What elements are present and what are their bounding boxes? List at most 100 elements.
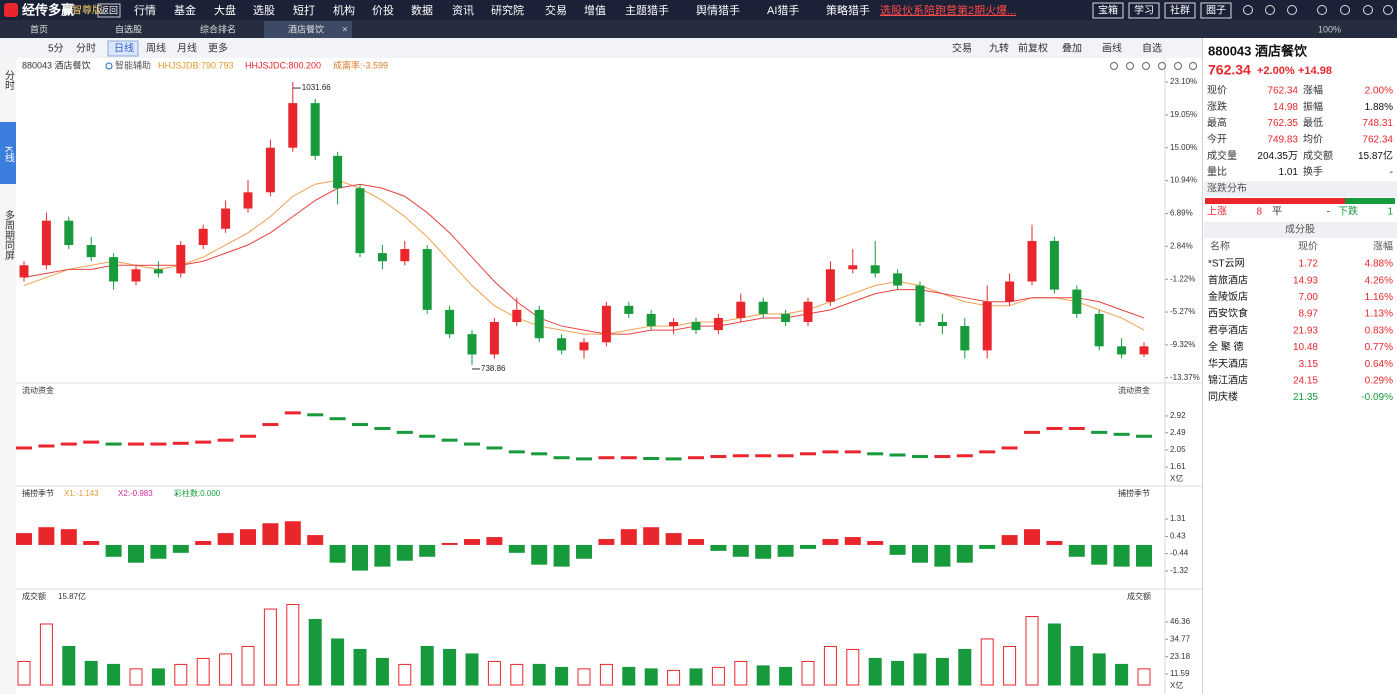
pane-icon[interactable] [1110,62,1118,70]
period[interactable]: 更多 [208,42,228,55]
volume-bar [331,638,345,686]
stock-price: 7.00 [1299,292,1319,303]
volume-bar [1137,668,1151,686]
assist-icon[interactable] [105,62,113,70]
window-icon[interactable] [1340,5,1350,15]
top-button[interactable]: 圈子 [1206,5,1226,17]
stock-name[interactable]: 首旅酒店 [1208,273,1248,286]
stock-name[interactable]: 华天酒店 [1208,357,1248,370]
stock-name[interactable]: 金陵饭店 [1208,290,1248,303]
pane-icon[interactable] [1158,62,1166,70]
y-tick-label: -1.22% [1170,274,1195,283]
promo-link[interactable]: 选股伙系陪跑营第2期火爆... [880,3,1016,17]
pane-icon[interactable] [1174,62,1182,70]
tool[interactable]: 自选 [1142,42,1162,55]
menu-item[interactable]: 策略猎手 [826,3,870,17]
menu-item[interactable]: 价投 [372,3,394,17]
menu-item[interactable]: 交易 [545,3,567,17]
oscillator-bar [1113,544,1130,567]
quote-label: 最高 [1207,116,1227,129]
menu-item[interactable]: 研究院 [491,3,524,17]
dist-label: 上涨 [1207,206,1227,218]
stock-change: 4.26% [1365,275,1393,286]
flow-mark [1068,426,1085,430]
period[interactable]: 5分 [48,43,64,55]
menu-item[interactable]: 主题猎手 [625,3,669,17]
window-icon[interactable] [1287,5,1297,15]
tool[interactable]: 交易 [952,42,972,55]
candle-body [736,301,746,318]
top-button[interactable]: 宝箱 [1098,4,1118,17]
tab[interactable]: 自选股 [115,23,142,34]
side-tab[interactable]: 分时 [3,70,15,90]
tool[interactable]: 画线 [1102,42,1122,55]
window-icon[interactable] [1317,5,1327,15]
pane-icon[interactable] [1126,62,1134,70]
window-icon[interactable] [1265,5,1275,15]
period[interactable]: 月线 [177,42,197,55]
tool[interactable]: 前复权 [1018,42,1048,55]
menu-item[interactable]: 选股 [253,4,275,17]
window-icon[interactable] [1243,5,1253,15]
volume-bar [779,666,793,686]
stock-name[interactable]: 锦江酒店 [1208,374,1248,387]
candle-body [713,317,723,331]
oscillator-bar [150,544,167,559]
y-tick-label: 2.92 [1170,411,1186,420]
pane-icon[interactable] [1142,62,1150,70]
flow-mark [643,456,660,460]
window-icon[interactable] [1383,5,1393,15]
tab[interactable]: 首页 [30,23,48,34]
quote-value: - [1390,167,1393,178]
side-tab[interactable]: K线 [3,146,15,163]
flow-mark [844,450,861,454]
candle-body [1094,313,1104,347]
stock-name[interactable]: 君亭酒店 [1208,323,1248,336]
menu-item[interactable]: 资讯 [452,4,474,17]
top-button[interactable]: 学习 [1134,4,1154,17]
flow-mark [374,426,391,430]
back-button[interactable]: 返回 [100,4,118,15]
pane-title: 捕捞季节 [22,488,54,498]
quote-value: 762.35 [1267,118,1298,129]
window-icon[interactable] [1363,5,1373,15]
period[interactable]: 周线 [146,42,166,55]
oscillator-bar [598,539,615,545]
flow-mark [105,442,122,446]
menu-item[interactable]: 舆情猎手 [696,3,740,17]
stock-name[interactable]: 同庆楼 [1208,390,1238,403]
stock-name[interactable]: 西安饮食 [1208,307,1248,320]
tab-close-icon[interactable]: × [342,25,348,36]
oscillator-bar [195,541,212,545]
menu-item[interactable]: 大盘 [214,3,236,17]
menu-item[interactable]: 短打 [293,3,315,17]
menu-item[interactable]: 基金 [174,3,196,17]
side-tab[interactable]: 多周期同屏 [3,209,15,261]
column-header: 涨幅 [1373,240,1393,253]
menu-item[interactable]: 行情 [134,4,156,17]
stock-name[interactable]: 全 聚 德 [1208,340,1244,353]
menu-item[interactable]: 机构 [333,3,355,17]
oscillator-bar [844,537,861,545]
flow-mark [419,434,436,438]
menu-item[interactable]: 数据 [411,3,433,17]
volume-bar [487,660,501,686]
menu-item[interactable]: 增值 [584,3,606,17]
top-button[interactable]: 社群 [1170,4,1190,17]
tool[interactable]: 九转 [989,42,1009,55]
tool[interactable]: 叠加 [1062,43,1082,55]
candle-body [400,249,410,262]
candle-body [288,103,298,148]
logo [4,3,18,17]
tab[interactable]: 综合排名 [200,23,236,34]
period[interactable]: 日线 [114,42,134,55]
candle-body [265,147,275,193]
menu-item[interactable]: AI猎手 [767,3,799,17]
pane-icon[interactable] [1189,62,1197,70]
period[interactable]: 分时 [76,43,96,55]
oscillator-bar [307,535,324,545]
moving-average [23,179,1145,335]
stock-name[interactable]: *ST云网 [1208,258,1245,270]
tab[interactable]: 酒店餐饮 [288,23,324,34]
y-tick-label: 46.36 [1170,617,1191,626]
